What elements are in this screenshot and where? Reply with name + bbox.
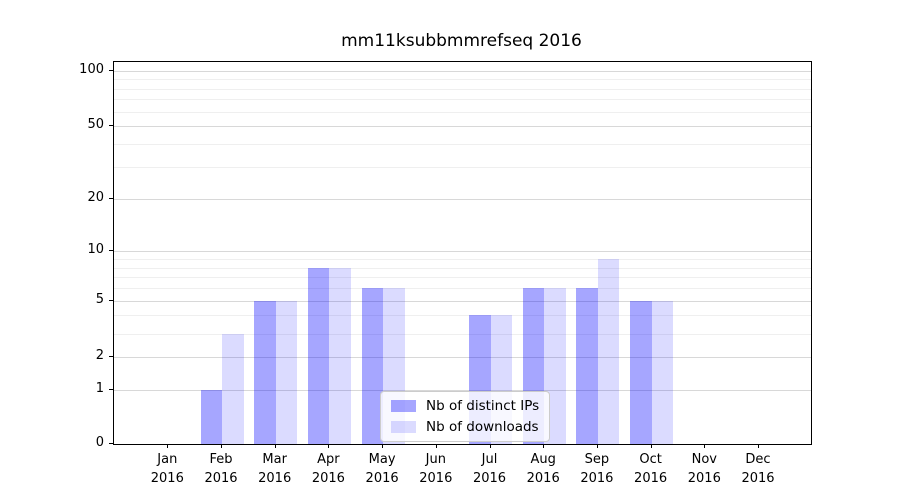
x-tick-label: Aug 2016 (526, 452, 560, 486)
x-tick-label: Jan 2016 (150, 452, 184, 486)
legend-entry-downloads: Nb of downloads (391, 419, 539, 435)
minor-gridline (114, 277, 811, 279)
legend-swatch-distinct-ips (391, 400, 416, 412)
x-tick-label: Mar 2016 (258, 452, 292, 486)
legend: Nb of distinct IPs Nb of downloads (380, 391, 551, 442)
y-tick-label: 0 (95, 435, 104, 450)
y-tick-label: 100 (79, 61, 104, 77)
bar-ips-feb (200, 390, 222, 444)
legend-label-distinct-ips: Nb of distinct IPs (426, 398, 540, 414)
minor-gridline (114, 288, 811, 290)
y-tick-label: 20 (87, 189, 104, 205)
y-tick-label: 50 (87, 117, 104, 133)
legend-label-downloads: Nb of downloads (426, 419, 539, 435)
minor-gridline (114, 315, 811, 317)
bar-ips-may (361, 288, 384, 444)
bar-ips-sep (576, 288, 598, 444)
bar-ips-mar (254, 300, 276, 444)
minor-gridline (114, 88, 811, 90)
major-gridline (114, 390, 811, 392)
bar-downloads-sep (597, 259, 620, 444)
y-tick-mark (109, 389, 113, 391)
y-tick-label: 1 (95, 381, 104, 397)
minor-gridline (114, 267, 811, 269)
x-tick-mark (543, 444, 545, 448)
x-tick-mark (328, 444, 330, 448)
x-tick-mark (221, 444, 222, 448)
y-tick-mark (109, 197, 113, 199)
x-tick-label: Apr 2016 (311, 452, 345, 486)
major-gridline (114, 300, 811, 302)
x-tick-label: Nov 2016 (687, 452, 721, 486)
minor-gridline (114, 144, 811, 146)
y-tick-label: 10 (87, 242, 104, 258)
x-tick-mark (435, 444, 437, 448)
bar-ips-oct (630, 300, 652, 444)
x-tick-mark (489, 444, 491, 448)
x-tick-label: Oct 2016 (634, 452, 668, 486)
x-tick-label: Jul 2016 (472, 452, 507, 486)
x-tick-mark (382, 444, 384, 448)
minor-gridline (114, 111, 811, 113)
legend-swatch-downloads (391, 421, 416, 433)
x-tick-label: Sep 2016 (580, 452, 614, 486)
x-tick-label: May 2016 (365, 452, 399, 486)
x-tick-mark (596, 444, 598, 448)
minor-gridline (114, 259, 811, 260)
x-tick-label: Feb 2016 (204, 452, 238, 486)
y-tick-mark (109, 69, 113, 71)
bar-downloads-apr (329, 267, 351, 444)
x-tick-mark (758, 444, 759, 448)
major-gridline (114, 251, 811, 253)
major-gridline (114, 70, 811, 72)
y-tick-label: 5 (95, 291, 104, 307)
y-tick-mark (109, 443, 113, 444)
y-tick-mark (109, 356, 113, 358)
major-gridline (114, 198, 811, 200)
x-tick-label: Jun 2016 (419, 452, 453, 486)
legend-entry-distinct-ips: Nb of distinct IPs (391, 398, 539, 414)
minor-gridline (114, 166, 811, 168)
bar-downloads-oct (651, 300, 674, 444)
bar-ips-apr (307, 267, 330, 444)
bar-downloads-feb (222, 333, 244, 444)
x-tick-mark (704, 444, 706, 448)
major-gridline (114, 357, 811, 359)
minor-gridline (114, 79, 811, 81)
x-tick-mark (650, 444, 652, 448)
chart-title: mm11ksubbmmrefseq 2016 (341, 31, 582, 51)
y-tick-mark (109, 250, 113, 252)
minor-gridline (114, 333, 811, 335)
x-tick-mark (274, 444, 276, 448)
x-tick-label: Dec 2016 (741, 452, 775, 486)
minor-gridline (114, 99, 811, 101)
bar-downloads-mar (275, 300, 298, 444)
x-tick-mark (167, 444, 169, 448)
y-tick-mark (109, 125, 113, 127)
y-tick-label: 2 (95, 348, 104, 364)
y-tick-mark (109, 299, 113, 301)
major-gridline (114, 126, 811, 128)
plot-area (113, 61, 812, 445)
